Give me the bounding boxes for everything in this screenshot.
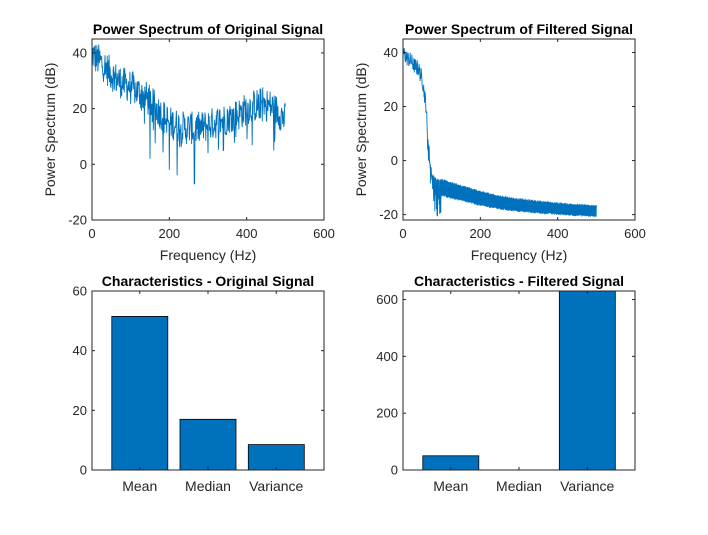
chart-title: Characteristics - Filtered Signal: [414, 273, 624, 289]
bar-variance: [247, 444, 305, 471]
y-tick-label: 200: [376, 406, 398, 421]
y-tick-label: 20: [73, 101, 87, 116]
chart-title: Characteristics - Original Signal: [102, 273, 314, 289]
axes-frame: [402, 38, 636, 221]
spectrum-line: [92, 44, 286, 185]
y-tick-label: 0: [80, 463, 87, 478]
x-axis-label: Frequency (Hz): [471, 247, 567, 263]
y-tick-label: 40: [384, 45, 398, 60]
x-tick-label: 0: [88, 226, 95, 241]
chart-title: Power Spectrum of Original Signal: [93, 21, 323, 37]
y-tick-label: 0: [80, 157, 87, 172]
y-tick-label: 20: [384, 99, 398, 114]
y-tick-label: 40: [73, 343, 87, 358]
category-label: Variance: [249, 478, 303, 494]
bar-variance: [558, 290, 616, 471]
x-tick-label: 600: [313, 226, 335, 241]
x-tick-label: 200: [469, 226, 491, 241]
category-label: Variance: [560, 478, 614, 494]
y-tick-label: -20: [68, 213, 87, 228]
y-axis-label: Power Spectrum (dB): [42, 63, 58, 197]
category-label: Mean: [122, 478, 157, 494]
category-label: Median: [496, 478, 542, 494]
axes-frame: [91, 38, 325, 221]
x-tick-label: 0: [399, 226, 406, 241]
axes-frame: [91, 290, 325, 471]
y-tick-label: 0: [391, 463, 398, 478]
y-tick-label: 400: [376, 349, 398, 364]
subplot-4: Characteristics - Filtered Signal Mean Med…: [376, 273, 636, 494]
axes-frame: [402, 290, 636, 471]
category-label: Median: [185, 478, 231, 494]
category-label: Mean: [433, 478, 468, 494]
chart-title: Power Spectrum of Filtered Signal: [405, 21, 633, 37]
y-tick-label: 600: [376, 292, 398, 307]
subplot-3: Characteristics - Original Signal Mean Med…: [73, 273, 325, 494]
y-tick-label: 60: [73, 284, 87, 299]
x-tick-label: 200: [158, 226, 180, 241]
x-tick-label: 400: [547, 226, 569, 241]
y-tick-label: -20: [379, 207, 398, 222]
y-tick-label: 0: [391, 153, 398, 168]
y-tick-label: 40: [73, 45, 87, 60]
bar-median: [179, 418, 237, 471]
bar-mean: [111, 315, 169, 471]
y-axis-label: Power Spectrum (dB): [353, 63, 369, 197]
x-axis-label: Frequency (Hz): [160, 247, 256, 263]
spectrum-line: [403, 47, 597, 217]
y-tick-label: 20: [73, 403, 87, 418]
x-tick-label: 600: [624, 226, 646, 241]
x-tick-label: 400: [236, 226, 258, 241]
